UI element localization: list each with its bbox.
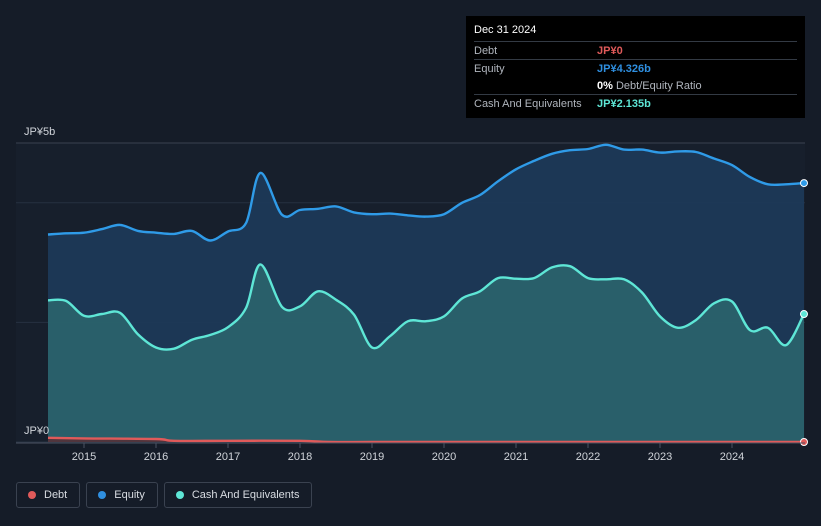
legend-cash-dot [175,491,184,499]
tooltip-row-equity: Equity JP¥4.326b [474,59,797,77]
legend-item-cash[interactable]: Cash And Equivalents [163,482,313,508]
x-tick-label: 2018 [288,451,312,463]
x-tick-label: 2019 [360,451,384,463]
legend-item-debt[interactable]: Debt [16,482,81,508]
y-tick-label: JP¥0 [24,425,49,437]
legend-equity-label: Equity [114,489,145,501]
tooltip-row-debt: Debt JP¥0 [474,41,797,59]
tooltip-date: Dec 31 2024 [474,24,537,36]
legend-equity-dot [98,491,107,499]
tooltip-cash-label: Cash And Equivalents [474,97,582,110]
legend-debt-label: Debt [44,489,68,501]
legend-item-equity[interactable]: Equity [86,482,158,508]
y-tick-label: JP¥5b [24,126,55,138]
cash-line [47,263,806,351]
tooltip-ratio-value: 0% [597,79,613,92]
tooltip-row-ratio: 0% Debt/Equity Ratio [474,77,797,94]
equity-line [47,143,805,242]
tooltip: Dec 31 2024 Debt JP¥0 Equity JP¥4.326b 0… [466,16,805,118]
debt-line [47,436,804,444]
legend: Debt Equity Cash And Equivalents [16,482,313,510]
legend-debt-dot [28,491,36,499]
tooltip-debt-label: Debt [474,44,498,57]
x-tick-label: 2023 [648,451,672,463]
series-lines [47,143,806,444]
tooltip-equity-label: Equity [474,62,505,75]
tooltip-equity-value: JP¥4.326b [597,62,651,75]
x-tick-label: 2017 [216,451,240,463]
x-tick-label: 2015 [72,451,96,463]
axes: JP¥5b JP¥0 2015 2016 2017 2018 2019 2020 2021 202… [16,126,805,463]
tooltip-row-cash: Cash And Equivalents JP¥2.135b [474,94,797,112]
cash-end-dot [800,310,808,319]
x-tick-label: 2020 [432,451,456,463]
cash-area [48,264,804,442]
tooltip-cash-value: JP¥2.135b [597,97,651,110]
x-tick-label: 2016 [144,451,168,463]
tooltip-debt-value: JP¥0 [597,44,623,57]
x-tick-label: 2022 [576,451,600,463]
legend-cash-label: Cash And Equivalents [191,489,300,501]
debt-end-dot [800,438,808,446]
equity-end-dot [800,179,808,188]
x-tick-label: 2021 [504,451,528,463]
tooltip-ratio-label: Debt/Equity Ratio [615,79,702,92]
x-tick-label: 2024 [720,451,744,463]
series-end-markers [800,179,808,446]
